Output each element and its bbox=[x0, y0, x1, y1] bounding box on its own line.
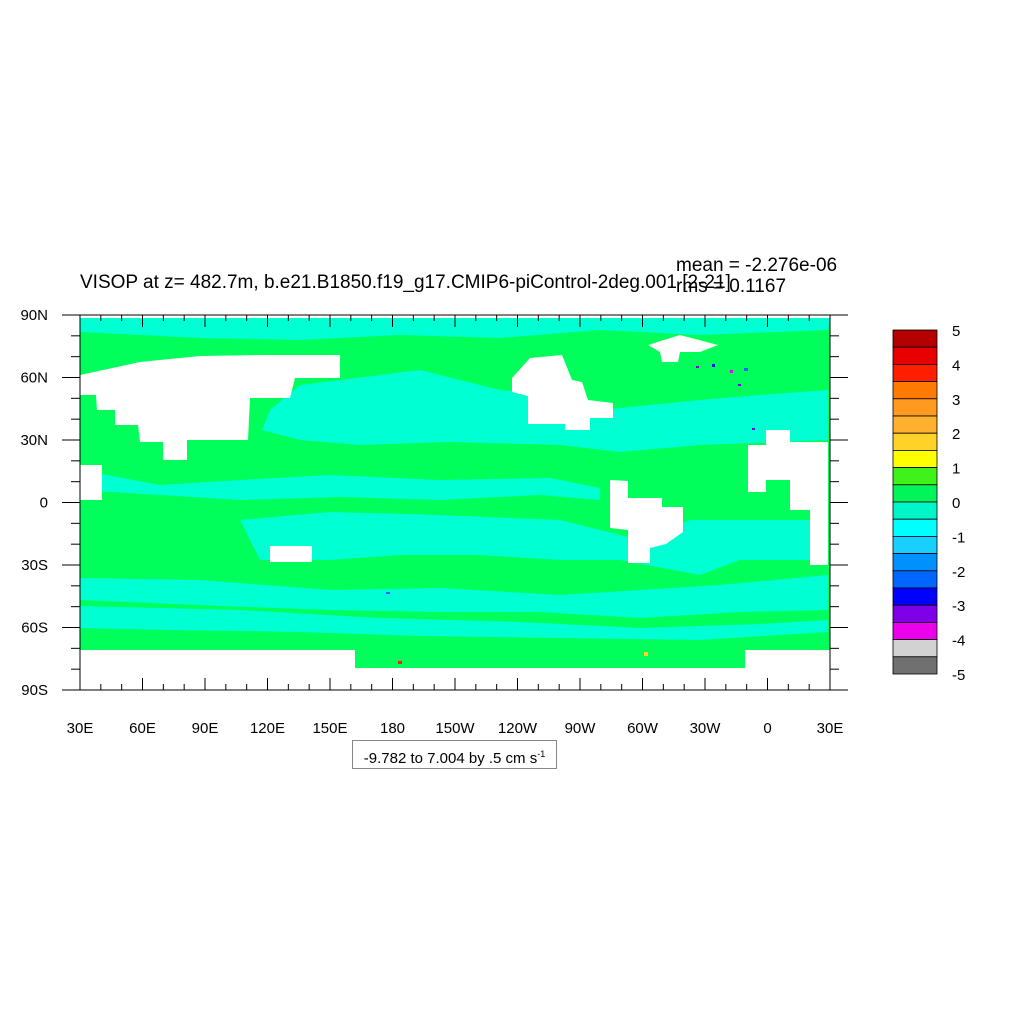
colorbar-label: -2 bbox=[952, 564, 965, 581]
land-mask bbox=[80, 335, 828, 690]
contour-range-text: -9.782 to 7.004 by .5 cm s bbox=[363, 750, 538, 767]
x-tick-label: 90W bbox=[565, 720, 597, 737]
y-tick-label: 90N bbox=[20, 307, 48, 324]
x-tick-label: 90E bbox=[192, 720, 219, 737]
colorbar-swatch bbox=[892, 656, 938, 675]
x-tick-label: 0 bbox=[763, 720, 771, 737]
colorbar-label: 5 bbox=[952, 323, 960, 340]
colorbar-swatch bbox=[892, 604, 938, 623]
y-tick-labels: 90N 60N 30N 0 30S 60S 90S bbox=[20, 307, 48, 699]
colorbar-swatch bbox=[892, 501, 938, 520]
mean-stat: mean = -2.276e-06 bbox=[676, 255, 838, 276]
x-tick-label: 60W bbox=[627, 720, 659, 737]
colorbar-label: 1 bbox=[952, 461, 960, 478]
velocity-field bbox=[80, 315, 830, 690]
colorbar-swatch bbox=[892, 363, 938, 382]
colorbar-swatch bbox=[892, 432, 938, 451]
colorbar-swatch bbox=[892, 536, 938, 555]
colorbar-swatch bbox=[892, 553, 938, 572]
colorbar-swatch bbox=[892, 449, 938, 468]
x-tick-label: 30W bbox=[690, 720, 722, 737]
colorbar-label: 4 bbox=[952, 357, 960, 374]
x-tick-label: 60E bbox=[129, 720, 156, 737]
colorbar-swatch bbox=[892, 570, 938, 589]
colorbar-label: -4 bbox=[952, 633, 965, 650]
colorbar-swatch bbox=[892, 398, 938, 417]
noise-speckles bbox=[386, 364, 755, 664]
colorbar-swatch bbox=[892, 467, 938, 486]
colorbar-swatch bbox=[892, 587, 938, 606]
x-tick-label: 120W bbox=[498, 720, 538, 737]
colorbar-label: -5 bbox=[952, 667, 965, 684]
colorbar-labels: 5 4 3 2 1 0 -1 -2 -3 -4 -5 bbox=[952, 323, 965, 684]
x-tick-label: 150E bbox=[312, 720, 347, 737]
colorbar-swatch bbox=[892, 484, 938, 503]
colorbar-swatch bbox=[892, 518, 938, 537]
colorbar-swatch bbox=[892, 329, 938, 348]
x-tick-label: 180 bbox=[380, 720, 405, 737]
y-tick-label: 0 bbox=[40, 495, 48, 512]
x-tick-labels: 30E 60E 90E 120E 150E 180 150W 120W 90W 60W 30W 0 30… bbox=[67, 720, 844, 737]
units-exponent: -1 bbox=[537, 749, 546, 759]
x-tick-label: 120E bbox=[250, 720, 285, 737]
colorbar-label: 3 bbox=[952, 392, 960, 409]
y-tick-label: 60S bbox=[21, 620, 48, 637]
y-tick-label: 30S bbox=[21, 557, 48, 574]
colorbar bbox=[892, 329, 938, 675]
colorbar-swatch bbox=[892, 639, 938, 658]
y-tick-label: 30N bbox=[20, 432, 48, 449]
colorbar-swatch bbox=[892, 622, 938, 641]
chart-title: VISOP at z= 482.7m, b.e21.B1850.f19_g17.… bbox=[80, 272, 731, 293]
tick-marks bbox=[62, 314, 848, 691]
colorbar-label: 0 bbox=[952, 495, 960, 512]
y-tick-label: 60N bbox=[20, 370, 48, 387]
colorbar-swatch bbox=[892, 381, 938, 400]
y-tick-label: 90S bbox=[21, 682, 48, 699]
contour-units-label: -9.782 to 7.004 by .5 cm s-1 bbox=[352, 740, 557, 769]
colorbar-label: -1 bbox=[952, 529, 965, 546]
rms-stat: rms = 0.1167 bbox=[676, 276, 787, 297]
x-tick-label: 30E bbox=[67, 720, 94, 737]
colorbar-swatch bbox=[892, 415, 938, 434]
colorbar-swatch bbox=[892, 346, 938, 365]
colorbar-label: -3 bbox=[952, 598, 965, 615]
colorbar-label: 2 bbox=[952, 426, 960, 443]
x-tick-label: 30E bbox=[817, 720, 844, 737]
x-tick-label: 150W bbox=[435, 720, 475, 737]
